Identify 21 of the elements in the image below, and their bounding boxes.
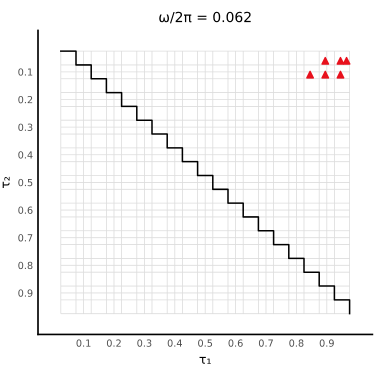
x-tick-label: 0.4 bbox=[168, 339, 182, 347]
x-tick-label: 0.3 bbox=[137, 339, 152, 347]
y-tick-label: 0.8 bbox=[18, 262, 32, 270]
x-tick-label: 0.5 bbox=[198, 339, 212, 347]
x-tick-label: 0.6 bbox=[228, 339, 243, 347]
y-tick-label: 0.3 bbox=[18, 124, 32, 131]
y-tick-label: 0.1 bbox=[18, 68, 32, 76]
y-tick-label: 0.2 bbox=[18, 96, 32, 104]
x-tick-label: 0.7 bbox=[258, 339, 273, 347]
x-tick-label: 0.1 bbox=[76, 339, 90, 347]
y-tick-label: 0.6 bbox=[18, 206, 33, 214]
y-tick-label: 0.5 bbox=[18, 178, 32, 186]
chart-title: ω/2π = 0.062 bbox=[159, 12, 251, 24]
x-tick-label: 0.9 bbox=[320, 339, 334, 347]
y-tick-label: 0.4 bbox=[18, 151, 33, 159]
y-tick-label: 0.7 bbox=[18, 234, 32, 242]
y-axis-title: τ₂ bbox=[2, 176, 10, 188]
x-axis-title: τ₁ bbox=[200, 356, 211, 364]
y-tick-label: 0.9 bbox=[18, 289, 32, 297]
x-tick-label: 0.8 bbox=[289, 339, 304, 347]
x-tick-label: 0.2 bbox=[106, 339, 121, 347]
